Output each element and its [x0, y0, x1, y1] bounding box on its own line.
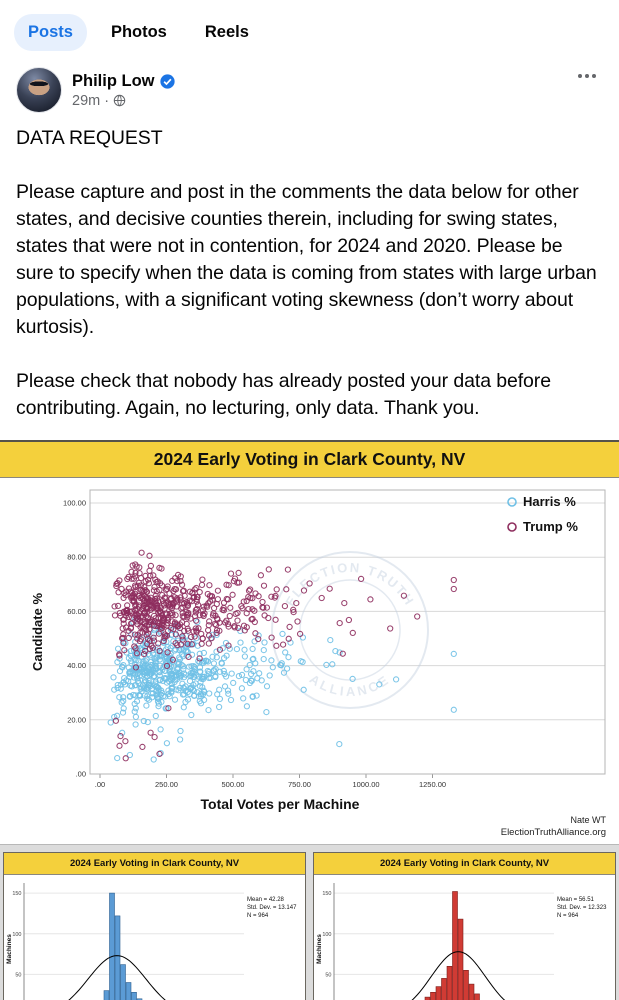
post-body: DATA REQUEST Please capture and post in …	[0, 113, 619, 440]
svg-text:Trump %: Trump %	[523, 519, 578, 534]
more-options-button[interactable]	[571, 61, 603, 88]
svg-text:250.00: 250.00	[155, 780, 178, 789]
profile-tab-bar: Posts Photos Reels	[0, 0, 619, 59]
svg-text:40.00: 40.00	[67, 661, 86, 670]
harris-histogram: 50 100 150 Machines Mean = 42.28 Std. Dev. = …	[6, 883, 297, 1000]
svg-text:Mean = 42.28: Mean = 42.28	[247, 897, 285, 903]
svg-text:150: 150	[12, 891, 21, 897]
trump-histogram-panel: 2024 Early Voting in Clark County, NV 50…	[313, 852, 616, 1000]
svg-text:N = 964: N = 964	[557, 913, 579, 919]
svg-text:Std. Dev. = 12.323: Std. Dev. = 12.323	[557, 905, 607, 911]
svg-text:Machines: Machines	[316, 934, 323, 964]
svg-text:Machines: Machines	[6, 934, 13, 964]
tab-photos[interactable]: Photos	[97, 14, 181, 51]
post-meta: Philip Low 29m ·	[72, 72, 175, 109]
svg-text:Total Votes per Machine: Total Votes per Machine	[201, 796, 360, 812]
avatar[interactable]	[16, 67, 62, 113]
svg-text:N = 964: N = 964	[247, 913, 269, 919]
svg-text:150: 150	[322, 891, 331, 897]
scatter-plot: 100.00 80.00 60.00 40.00 20.00 .00 .00 250.00 50…	[30, 489, 606, 838]
svg-text:100: 100	[322, 932, 331, 938]
harris-histogram-panel: 2024 Early Voting in Clark County, NV 50…	[3, 852, 306, 1000]
svg-text:750.00: 750.00	[288, 780, 311, 789]
svg-text:.00: .00	[76, 770, 86, 779]
ellipsis-icon	[578, 74, 596, 78]
svg-text:Mean = 56.51: Mean = 56.51	[557, 897, 595, 903]
svg-text:Harris %: Harris %	[523, 494, 576, 509]
trump-histogram: 50 100 150 Machines Mean = 56.51 Std. Dev. = …	[316, 883, 607, 1000]
svg-text:Std. Dev. = 13.147: Std. Dev. = 13.147	[247, 905, 297, 911]
main-chart-panel: 2024 Early Voting in Clark County, NV 10…	[0, 440, 619, 844]
svg-text:50: 50	[15, 972, 21, 978]
svg-text:80.00: 80.00	[67, 553, 86, 562]
post-paragraph: Please check that nobody has already pos…	[16, 370, 551, 419]
svg-text:Candidate %: Candidate %	[30, 593, 45, 671]
svg-text:100.00: 100.00	[63, 499, 86, 508]
harris-histogram-title: 2024 Early Voting in Clark County, NV	[4, 853, 305, 875]
svg-text:1000.00: 1000.00	[352, 780, 379, 789]
histogram-row: 2024 Early Voting in Clark County, NV 50…	[0, 844, 619, 1000]
svg-text:.00: .00	[95, 780, 105, 789]
svg-text:50: 50	[325, 972, 331, 978]
verified-badge-icon	[159, 73, 175, 89]
post-paragraph: Please capture and post in the comments …	[16, 181, 597, 338]
post: Philip Low 29m ·	[0, 59, 619, 1000]
svg-text:Nate WT: Nate WT	[570, 815, 606, 825]
svg-text:100: 100	[12, 932, 21, 938]
svg-text:1250.00: 1250.00	[419, 780, 446, 789]
post-timestamp: 29m ·	[72, 93, 175, 109]
svg-text:20.00: 20.00	[67, 715, 86, 724]
svg-text:500.00: 500.00	[222, 780, 245, 789]
tab-reels[interactable]: Reels	[191, 14, 263, 51]
post-image-attachment[interactable]: 2024 Early Voting in Clark County, NV 10…	[0, 440, 619, 1000]
post-title: DATA REQUEST	[16, 127, 163, 149]
globe-icon	[113, 94, 126, 107]
main-chart-title: 2024 Early Voting in Clark County, NV	[0, 440, 619, 478]
svg-text:ElectionTruthAlliance.org: ElectionTruthAlliance.org	[501, 827, 606, 838]
tab-posts[interactable]: Posts	[14, 14, 87, 51]
author-name[interactable]: Philip Low	[72, 71, 155, 90]
svg-text:60.00: 60.00	[67, 607, 86, 616]
post-header: Philip Low 29m ·	[0, 59, 619, 113]
trump-histogram-title: 2024 Early Voting in Clark County, NV	[314, 853, 615, 875]
